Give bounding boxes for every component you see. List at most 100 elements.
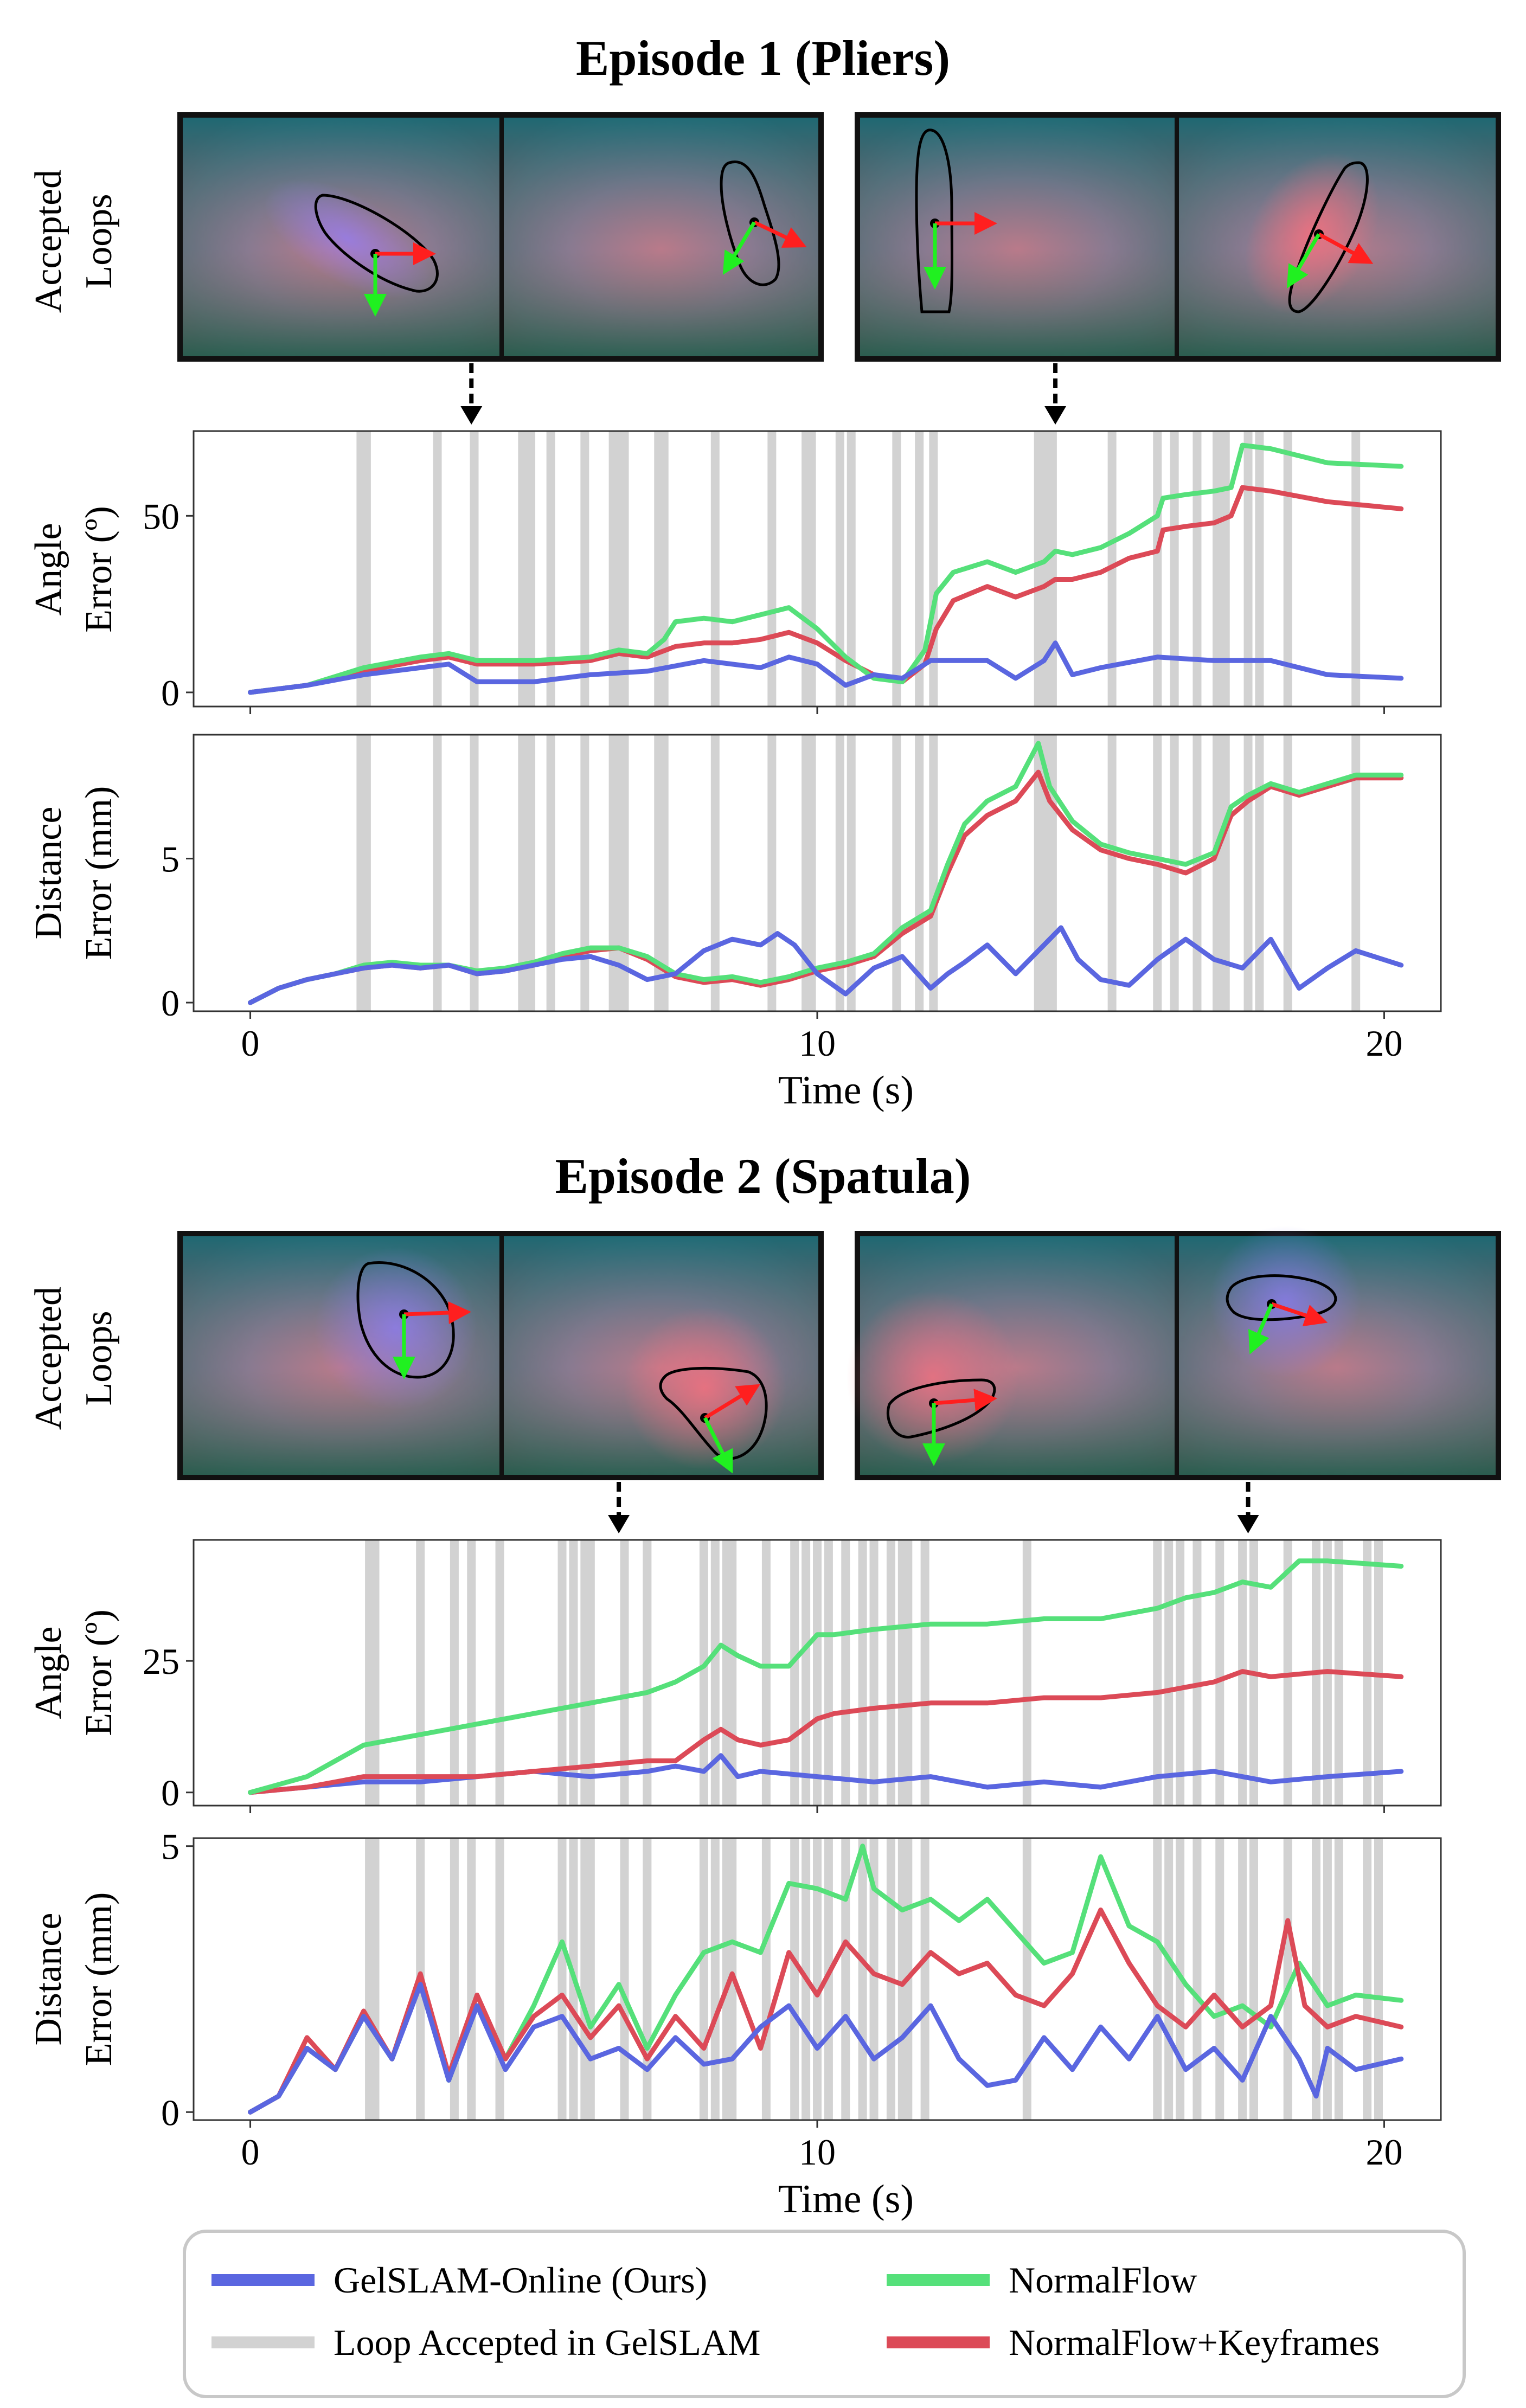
distance-ylabel-line-2: Error (mm) [78, 786, 120, 960]
y-axis-arrow [1286, 233, 1321, 289]
x-tick-label: 0 [241, 2131, 260, 2173]
tactile-image [846, 1236, 1175, 1475]
loop-band [835, 431, 844, 707]
contact-contour [915, 129, 954, 313]
loop-band [1238, 1838, 1247, 2120]
episode-2-distance-panel: Distance Error (mm) Time (s) 0 5 0 10 20 [28, 1826, 1442, 2221]
series-line-online [248, 640, 1404, 695]
series-line-normalflow [248, 1558, 1404, 1795]
contact-contour [659, 1366, 768, 1460]
loop-band [1363, 1838, 1372, 2120]
loop-image-pair [177, 1231, 824, 1480]
x-axis-label: Time (s) [778, 2177, 914, 2221]
loop-band [370, 1540, 380, 1806]
loop-band [790, 1540, 799, 1806]
loop-band [710, 431, 720, 707]
loop-band [1323, 1838, 1332, 2120]
loop-band [620, 735, 629, 1011]
loop-band [869, 1540, 879, 1806]
episode-2-angle-panel: Angle Error (º) 0 25 [28, 1482, 1442, 1814]
loop-band [1351, 735, 1361, 1011]
x-axis-label: Time (s) [778, 1068, 914, 1113]
loop-band [1164, 1838, 1174, 2120]
x-axis-arrow [1271, 1302, 1328, 1327]
loops-label-line-1: Accepted [28, 170, 69, 313]
loop-image-pair [846, 1225, 1501, 1480]
loop-band [1213, 735, 1222, 1011]
tactile-image [183, 1236, 499, 1475]
distance-ylabel-line-2: Error (mm) [78, 1892, 120, 2066]
series-line-normalflow [248, 442, 1404, 695]
loop-band [892, 431, 901, 707]
episode-2: Episode 2 (Spatula) Accepted Loops [28, 1148, 1501, 2221]
legend: GelSLAM-Online (Ours) Loop Accepted in G… [183, 2230, 1466, 2398]
loop-band [915, 735, 924, 1011]
legend-entry-keyframes: NormalFlow+Keyframes [887, 2322, 1380, 2363]
loop-band [416, 1540, 425, 1806]
tactile-image [504, 118, 818, 356]
episode-1: Episode 1 (Pliers) Accepted Loops [28, 30, 1501, 1113]
loop-band [920, 1838, 929, 2120]
loop-band [495, 1540, 504, 1806]
loop-band [620, 1540, 629, 1806]
x-tick-label: 20 [1365, 1023, 1402, 1064]
distance-ylabel-line-1: Distance [28, 807, 69, 940]
y-tick-label: 0 [161, 672, 179, 714]
loop-band [824, 1838, 833, 2120]
loop-band [620, 431, 629, 707]
loop-band [1255, 431, 1264, 707]
loops-label-line-2: Loops [78, 1311, 120, 1406]
loop-pointer-arrowhead [608, 1515, 630, 1533]
y-axis-arrow [1248, 1303, 1274, 1354]
loop-band [527, 431, 536, 707]
x-tick-label: 10 [799, 1023, 836, 1064]
tactile-image [1179, 118, 1496, 356]
legend-entry-online: GelSLAM-Online (Ours) [211, 2259, 707, 2301]
loop-band [1176, 1540, 1185, 1806]
tactile-image [1179, 1225, 1496, 1475]
loop-band [929, 735, 938, 1011]
episode-1-angle-panel: Angle Error (º) 0 50 [28, 363, 1442, 714]
loop-band [858, 1838, 867, 2120]
loops-label-line-2: Loops [78, 194, 120, 289]
legend-label-keyframes: NormalFlow+Keyframes [1009, 2322, 1380, 2363]
loop-band [835, 735, 844, 1011]
loop-band [790, 1838, 799, 2120]
series-line-online [248, 1982, 1404, 2115]
loop-band [1243, 431, 1253, 707]
loops-label-line-1: Accepted [28, 1287, 69, 1430]
loop-image-pair [855, 112, 1501, 362]
episode-1-distance-panel: Distance Error (mm) Time (s) 0 5 0 10 20 [28, 734, 1442, 1113]
loop-band [1153, 1838, 1162, 2120]
loop-band [903, 1540, 913, 1806]
loop-band [841, 1540, 850, 1806]
loop-band [1374, 1838, 1383, 2120]
angle-ylabel-line-1: Angle [28, 523, 69, 615]
loop-band [710, 1540, 720, 1806]
loop-band [1153, 431, 1162, 707]
loop-band [1215, 1838, 1224, 2120]
loop-band [518, 735, 527, 1011]
loop-band [580, 735, 589, 1011]
loop-band [1221, 431, 1230, 707]
legend-entry-normalflow: NormalFlow [887, 2259, 1197, 2301]
loop-band [1243, 735, 1253, 1011]
loop-band [1164, 1540, 1174, 1806]
loop-band [1283, 431, 1292, 707]
loop-band [920, 1540, 929, 1806]
x-tick-label: 10 [799, 2131, 836, 2173]
loop-band [1249, 1838, 1258, 2120]
loop-band [1334, 1838, 1343, 2120]
x-axis-arrow [933, 1389, 997, 1412]
loop-band [710, 735, 720, 1011]
legend-label-online: GelSLAM-Online (Ours) [334, 2259, 707, 2301]
loop-band [1170, 431, 1179, 707]
loop-band [546, 431, 555, 707]
loop-band [1022, 1540, 1031, 1806]
loop-band [495, 1838, 504, 2120]
loop-band [1215, 1540, 1224, 1806]
y-tick-label: 0 [161, 2092, 179, 2133]
y-tick-label: 5 [161, 1826, 179, 1867]
legend-entry-loop: Loop Accepted in GelSLAM [211, 2322, 761, 2363]
loop-band [1192, 735, 1202, 1011]
